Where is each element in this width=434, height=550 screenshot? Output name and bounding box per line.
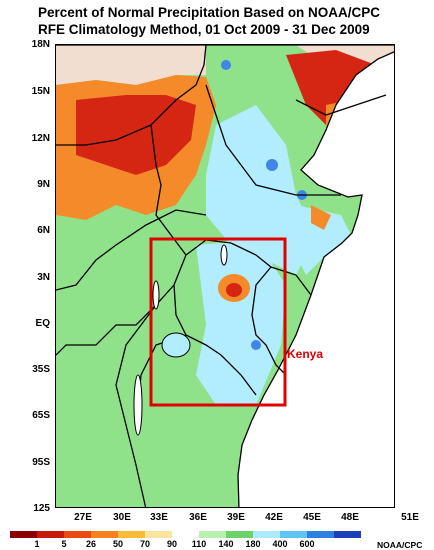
legend-label: 26	[85, 539, 96, 549]
dry-somali-coast	[311, 205, 331, 230]
legend-label: 70	[139, 539, 150, 549]
wet-spot	[266, 159, 278, 171]
lake-turkana	[220, 244, 228, 266]
kenya-label: Kenya	[287, 347, 324, 361]
y-tick-label: 35S	[32, 364, 50, 375]
wet-kenya	[196, 240, 286, 405]
map-frame	[55, 44, 395, 508]
y-tick-label: 9N	[37, 179, 50, 190]
x-tick-label: 27E	[74, 512, 92, 523]
legend-swatch	[64, 531, 91, 538]
legend-label: 180	[245, 539, 261, 549]
legend-label: 140	[218, 539, 234, 549]
x-tick-label: 33E	[150, 512, 168, 523]
x-tick-label: 36E	[189, 512, 207, 523]
legend-swatch	[91, 531, 118, 538]
legend-swatch	[145, 531, 172, 538]
wet-ethiopia	[206, 105, 316, 275]
y-tick-label: 18N	[31, 39, 50, 50]
legend-swatch	[307, 531, 334, 538]
credit-label: NOAA/CPC	[377, 540, 423, 550]
x-tick-label: 39E	[227, 512, 245, 523]
legend-label: 50	[112, 539, 123, 549]
lake-victoria	[161, 332, 191, 358]
color-legend	[10, 531, 361, 538]
precipitation-map	[56, 45, 394, 507]
lake-tanganyika	[133, 374, 143, 436]
legend-swatch	[118, 531, 145, 538]
y-tick-label: 125	[33, 503, 50, 514]
legend-label: 5	[61, 539, 67, 549]
wet-spot	[251, 340, 261, 350]
wet-spot	[221, 60, 231, 70]
legend-swatch	[334, 531, 361, 538]
y-tick-label: 12N	[31, 133, 50, 144]
wet-south	[56, 375, 239, 507]
legend-swatch	[253, 531, 280, 538]
legend-label: 1	[34, 539, 40, 549]
y-tick-label: 15N	[31, 86, 50, 97]
map-title: Percent of Normal Precipitation Based on…	[38, 4, 428, 38]
no-data-area	[56, 45, 206, 85]
wet-somali	[296, 205, 351, 275]
legend-swatch	[226, 531, 253, 538]
dry-sahel-core	[76, 95, 196, 175]
y-tick-label: 65S	[32, 410, 50, 421]
legend-label: 400	[272, 539, 288, 549]
lake-albert	[152, 280, 160, 310]
legend-label: 600	[299, 539, 315, 549]
x-tick-label: 51E	[401, 512, 419, 523]
x-tick-label: 48E	[341, 512, 359, 523]
legend-swatch	[199, 531, 226, 538]
x-tick-label: 45E	[303, 512, 321, 523]
y-tick-label: EQ	[35, 318, 50, 329]
title-line-1: Percent of Normal Precipitation Based on…	[38, 5, 381, 20]
y-tick-label: 95S	[32, 457, 50, 468]
dry-northern-kenya-core	[226, 283, 242, 297]
legend-swatch	[10, 531, 37, 538]
legend-label: 90	[166, 539, 177, 549]
legend-label: 110	[191, 539, 207, 549]
country-borders	[56, 45, 394, 507]
legend-swatch	[280, 531, 307, 538]
y-tick-label: 3N	[37, 272, 50, 283]
kenya-highlight-box	[149, 237, 287, 407]
legend-swatch	[172, 531, 199, 538]
x-tick-label: 30E	[113, 512, 131, 523]
x-tick-label: 42E	[265, 512, 283, 523]
y-tick-label: 6N	[37, 225, 50, 236]
title-line-2: RFE Climatology Method, 01 Oct 2009 - 31…	[38, 22, 370, 37]
legend-swatch	[37, 531, 64, 538]
